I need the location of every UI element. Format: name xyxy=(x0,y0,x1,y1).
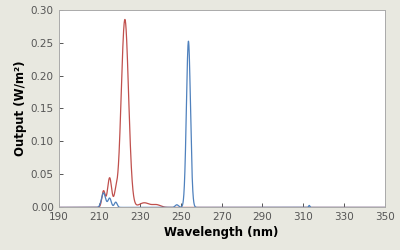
X-axis label: Wavelength (nm): Wavelength (nm) xyxy=(164,226,279,239)
Y-axis label: Output (W/m²): Output (W/m²) xyxy=(14,61,26,156)
